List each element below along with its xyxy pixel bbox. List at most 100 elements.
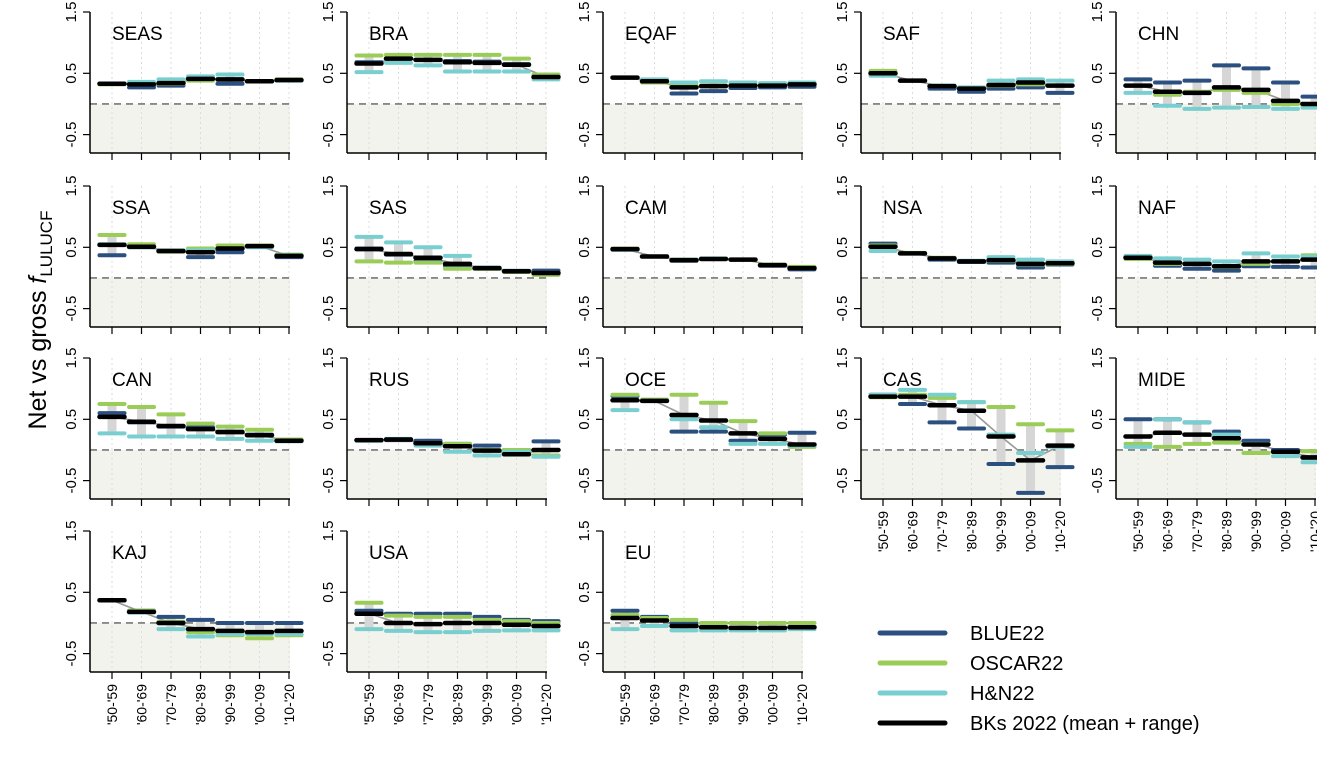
y-tick-label: -0.5: [63, 641, 80, 667]
range-bar: [709, 402, 718, 432]
y-tick-label: 1.5: [834, 348, 851, 369]
negative-region: [603, 103, 803, 153]
y-tick-label: 1.5: [834, 2, 851, 23]
y-tick-label: 1.5: [63, 176, 80, 197]
y-tick-label: 1.5: [1089, 2, 1106, 23]
legend-label: BKs 2022 (mean + range): [970, 713, 1200, 735]
negative-region: [603, 277, 803, 327]
y-tick-label: -0.5: [576, 296, 593, 322]
y-tick-label: -0.5: [63, 122, 80, 148]
y-tick-label: -0.5: [576, 641, 593, 667]
negative-region: [1116, 103, 1316, 153]
x-tick-label: '80-'89: [450, 684, 466, 725]
y-tick-label: 0.5: [1089, 409, 1106, 430]
panel-nsa: 1.5 0.5 -0.5 NSA: [834, 176, 1075, 334]
panel-title: EQAF: [625, 24, 677, 45]
panel-can: 1.5 0.5 -0.5 CAN: [63, 348, 304, 506]
panel-cam: 1.5 0.5 -0.5 CAM: [576, 176, 817, 334]
y-tick-label: 1.5: [576, 2, 593, 23]
panel-chn: 1.5 0.5 -0.5 CHN: [1089, 2, 1317, 160]
panel-saf: 1.5 0.5 -0.5 SAF: [834, 2, 1075, 160]
range-bar: [967, 402, 976, 429]
y-tick-label: 0.5: [320, 582, 337, 603]
y-tick-label: 0.5: [1089, 63, 1106, 84]
panel-title: NAF: [1138, 198, 1176, 219]
panel-usa: 1.5 0.5 -0.5 USA: [320, 521, 561, 679]
panel-naf: 1.5 0.5 -0.5 NAF: [1089, 176, 1317, 334]
y-tick-label: -0.5: [63, 468, 80, 494]
panel-title: MIDE: [1138, 370, 1186, 391]
panel-title: USA: [369, 543, 408, 564]
legend-item: BKs 2022 (mean + range): [877, 713, 1200, 735]
y-tick-label: 1.5: [1089, 176, 1106, 197]
panel-seas: 1.5 0.5 -0.5 SEAS: [63, 2, 304, 160]
legend-label: BLUE22: [970, 623, 1045, 645]
panels-layer: 1.5 0.5 -0.5 SEAS 1.5 0.5 -0.5 BRA 1.5 0.5 -0.5 EQA…: [63, 2, 1317, 725]
panel-sas: 1.5 0.5 -0.5 SAS: [320, 176, 561, 334]
y-tick-label: 0.5: [320, 237, 337, 258]
negative-region: [861, 277, 1061, 327]
negative-region: [90, 449, 290, 499]
legend: BLUE22 OSCAR22 H&N22 BKs 2022 (mean + range…: [877, 623, 1200, 735]
y-tick-label: 0.5: [834, 409, 851, 430]
x-tick-label: '70-'79: [163, 684, 179, 725]
x-tick-label: '90-'99: [735, 684, 751, 725]
x-tick-label: '50-'59: [1130, 511, 1146, 552]
panel-title: CAN: [112, 370, 152, 391]
panel-title: SEAS: [112, 24, 163, 45]
figure-ylabel-sub: LULUCF: [37, 211, 56, 277]
x-tick-label: '50-'59: [617, 684, 633, 725]
y-tick-label: 0.5: [1089, 237, 1106, 258]
range-bar: [1281, 82, 1290, 109]
negative-region: [347, 103, 547, 153]
y-tick-label: 1.5: [320, 348, 337, 369]
y-tick-label: 0.5: [576, 582, 593, 603]
negative-region: [90, 277, 290, 327]
x-tick-label: '10-'20: [1307, 511, 1317, 552]
y-tick-label: 0.5: [576, 409, 593, 430]
y-tick-label: -0.5: [576, 468, 593, 494]
x-tick-label: '90-'99: [1248, 511, 1264, 552]
figure-ylabel-prefix: Net vs gross: [24, 284, 52, 430]
x-tick-label: '50-'59: [361, 684, 377, 725]
negative-region: [861, 103, 1061, 153]
range-bar: [1133, 419, 1143, 447]
y-tick-label: -0.5: [320, 468, 337, 494]
y-tick-label: -0.5: [1089, 296, 1106, 322]
x-tick-label: '60-'69: [391, 684, 407, 725]
y-tick-label: 1.5: [320, 521, 337, 542]
panel-mide: 1.5 0.5 -0.5 MIDE: [1089, 348, 1317, 506]
negative-region: [347, 277, 547, 327]
y-tick-label: -0.5: [834, 296, 851, 322]
panel-kaj: 1.5 0.5 -0.5 KAJ: [63, 521, 304, 679]
panel-title: OCE: [625, 370, 666, 391]
y-tick-label: 1.5: [834, 176, 851, 197]
panel-oce: 1.5 0.5 -0.5 OCE: [576, 348, 817, 506]
x-tick-label: '60-'69: [905, 511, 921, 552]
x-tick-label: '70-'79: [420, 684, 436, 725]
x-tick-label: '80-'89: [706, 684, 722, 725]
x-tick-label: '50-'59: [104, 684, 120, 725]
y-tick-label: 0.5: [63, 63, 80, 84]
legend-item: BLUE22: [877, 623, 1045, 645]
y-tick-label: 0.5: [576, 63, 593, 84]
y-tick-label: 0.5: [576, 237, 593, 258]
legend-label: H&N22: [970, 683, 1034, 705]
y-tick-label: 0.5: [63, 409, 80, 430]
x-tick-label: '70-'79: [1189, 511, 1205, 552]
y-tick-label: -0.5: [320, 296, 337, 322]
x-tick-label: '80-'89: [193, 684, 209, 725]
y-tick-label: 1.5: [576, 521, 593, 542]
y-tick-label: -0.5: [1089, 122, 1106, 148]
y-tick-label: -0.5: [1089, 468, 1106, 494]
range-bar: [1251, 440, 1261, 454]
negative-region: [603, 449, 803, 499]
panel-title: SSA: [112, 198, 150, 219]
x-tick-label: '00-'09: [1023, 511, 1039, 552]
y-tick-label: 1.5: [63, 2, 80, 23]
panel-ssa: 1.5 0.5 -0.5 SSA: [63, 176, 304, 334]
y-tick-label: 1.5: [320, 2, 337, 23]
panel-title: CHN: [1138, 24, 1179, 45]
x-tick-label: '70-'79: [676, 684, 692, 725]
